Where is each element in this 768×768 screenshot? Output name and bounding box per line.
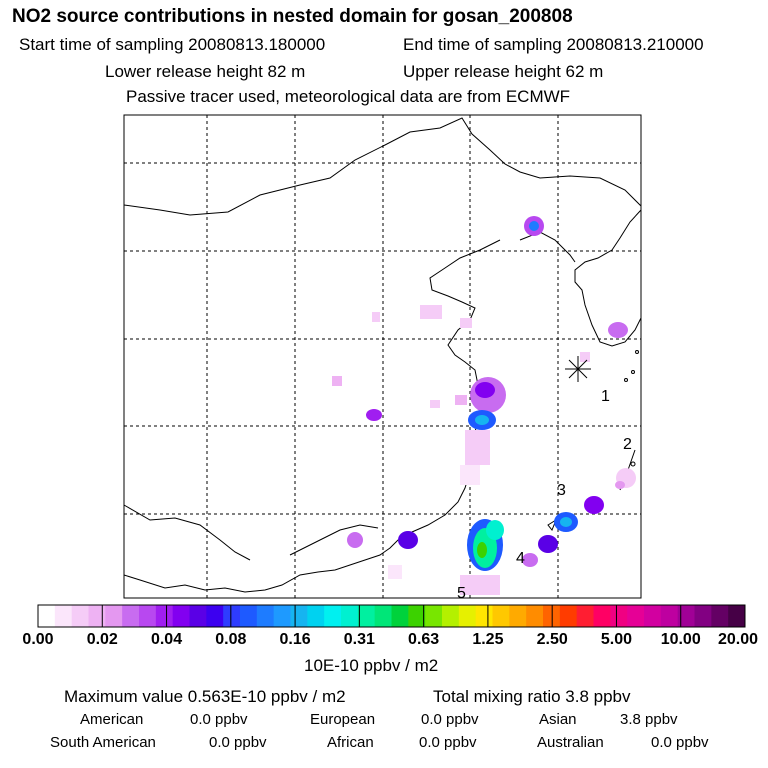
colorbar-tick-label: 0.63 [408, 631, 440, 648]
colorbar-swatch [71, 605, 89, 627]
colorbar-swatch [54, 605, 73, 627]
stat-value-european: 0.0 ppbv [421, 711, 479, 728]
colorbar-swatch [425, 605, 443, 627]
colorbar-swatch [694, 605, 712, 627]
colorbar-tick-label: 20.00 [717, 631, 759, 648]
colorbar-swatch [543, 605, 561, 627]
colorbar-swatch [492, 605, 510, 627]
colorbar-swatch [677, 605, 695, 627]
site-label-2: 2 [623, 436, 632, 453]
colorbar-swatch [139, 605, 157, 627]
stat-label-american: American [80, 711, 144, 728]
colorbar-swatch [172, 605, 190, 627]
colorbar-tick-label: 0.08 [215, 631, 247, 648]
colorbar-tick-label: 0.16 [279, 631, 311, 648]
start-time: Start time of sampling 20080813.180000 [19, 35, 326, 54]
colorbar-swatch [223, 605, 241, 627]
stat-label-australian: Australian [537, 734, 604, 751]
graticule [124, 115, 641, 598]
colorbar-tick-label: 0.31 [343, 631, 375, 648]
colorbar-tick-label: 0.00 [22, 631, 54, 648]
asterisk-icon [565, 356, 591, 382]
colorbar-swatch [442, 605, 460, 627]
colorbar-swatch [189, 605, 207, 627]
colorbar-tick-label: 2.50 [536, 631, 568, 648]
stat-label-asian: Asian [539, 711, 577, 728]
stat-value-south-american: 0.0 ppbv [209, 734, 267, 751]
upper-release-height: Upper release height 62 m [403, 62, 604, 81]
colorbar-swatch [307, 605, 325, 627]
colorbar-tick-label: 0.04 [150, 631, 183, 648]
colorbar-swatch [88, 605, 106, 627]
colorbar-swatch [391, 605, 409, 627]
colorbar-swatch [155, 605, 174, 627]
tracer-note: Passive tracer used, meteorological data… [126, 87, 571, 106]
colorbar-swatch [526, 605, 544, 627]
site-label-1: 1 [601, 388, 610, 405]
maximum-value: Maximum value 0.563E-10 ppbv / m2 [64, 687, 346, 706]
colorbar-swatch [593, 605, 611, 627]
colorbar-tick-label: 10.00 [660, 631, 701, 648]
colorbar-swatch [627, 605, 645, 627]
colorbar-swatch [458, 605, 477, 627]
colorbar-swatch [105, 605, 123, 627]
stat-value-african: 0.0 ppbv [419, 734, 477, 751]
colorbar-swatch [374, 605, 392, 627]
stat-value-asian: 3.8 ppbv [620, 711, 678, 728]
colorbar-swatch [660, 605, 679, 627]
site-label-4: 4 [516, 550, 525, 567]
colorbar [37, 604, 746, 628]
site-label-3: 3 [557, 482, 566, 499]
colorbar-swatch [509, 605, 527, 627]
stat-value-australian: 0.0 ppbv [651, 734, 709, 751]
colorbar-swatch [408, 605, 426, 627]
colorbar-swatch [341, 605, 359, 627]
colorbar-units: 10E-10 ppbv / m2 [304, 656, 439, 675]
colorbar-swatch [711, 605, 729, 627]
colorbar-swatch [206, 605, 224, 627]
lower-release-height: Lower release height 82 m [105, 62, 306, 81]
colorbar-swatch [728, 605, 746, 627]
total-mixing-ratio: Total mixing ratio 3.8 ppbv [433, 687, 631, 706]
stat-value-american: 0.0 ppbv [190, 711, 248, 728]
stat-label-south-american: South American [50, 734, 156, 751]
colorbar-tick-label: 0.02 [86, 631, 118, 648]
colorbar-tick-label: 1.25 [472, 631, 504, 648]
colorbar-tick-label: 5.00 [600, 631, 633, 648]
end-time: End time of sampling 20080813.210000 [403, 35, 704, 54]
colorbar-swatch [559, 605, 578, 627]
colorbar-swatch [475, 605, 493, 627]
colorbar-swatch [576, 605, 594, 627]
colorbar-swatch [122, 605, 140, 627]
colorbar-swatch [240, 605, 258, 627]
colorbar-swatch [357, 605, 376, 627]
colorbar-swatch [644, 605, 662, 627]
colorbar-swatch [273, 605, 291, 627]
site-label-5: 5 [457, 585, 466, 602]
colorbar-swatch [38, 605, 56, 627]
colorbar-swatch [256, 605, 275, 627]
concentration-field [332, 216, 636, 595]
colorbar-swatch [324, 605, 342, 627]
stat-label-european: European [310, 711, 376, 728]
colorbar-swatch [290, 605, 308, 627]
map-title: NO2 source contributions in nested domai… [12, 6, 573, 27]
colorbar-frame [37, 604, 746, 628]
colorbar-swatch [610, 605, 628, 627]
stat-label-african: African [327, 734, 374, 751]
